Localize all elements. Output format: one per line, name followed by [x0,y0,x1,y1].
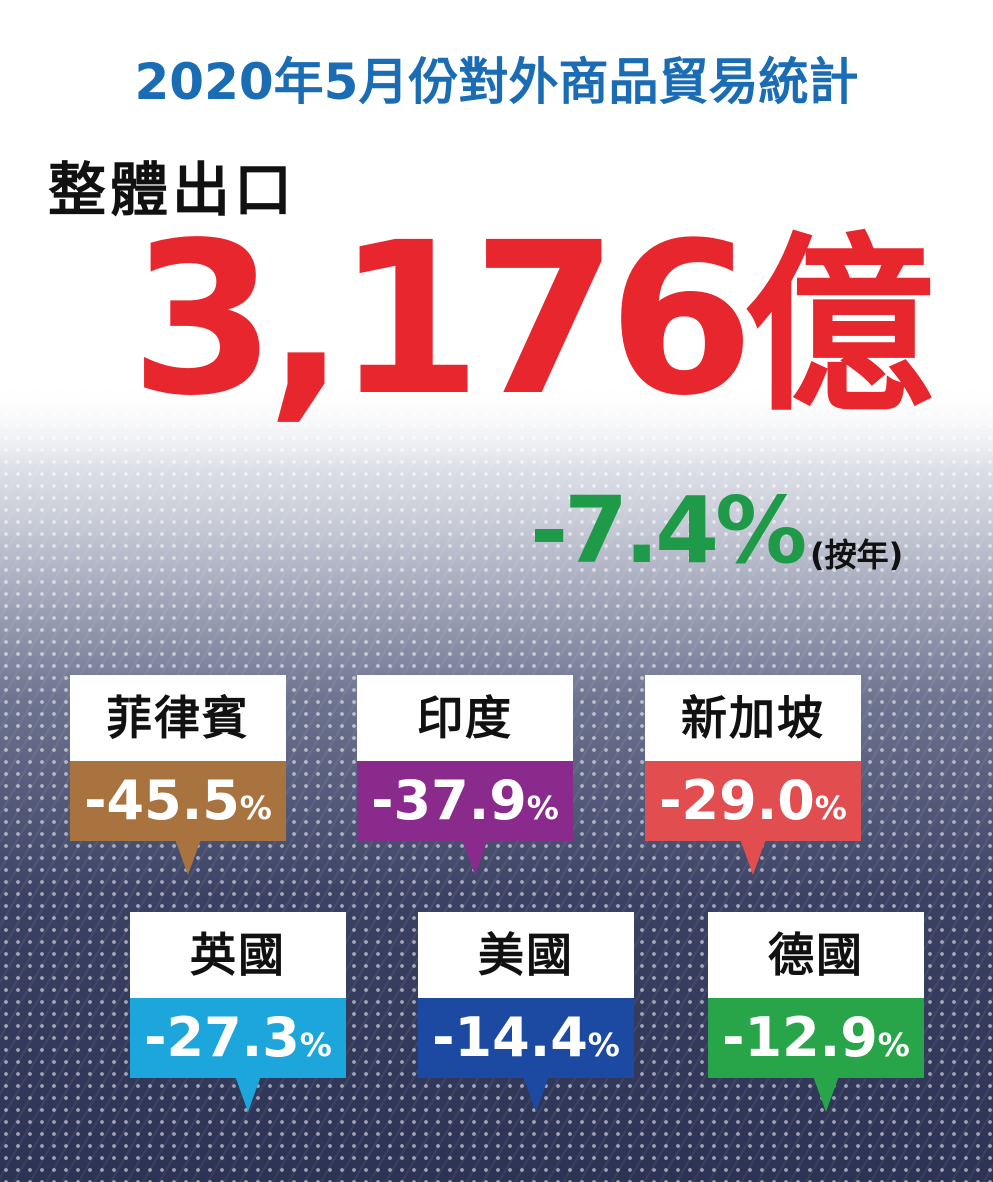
change-unit: % [587,1026,620,1064]
pointer [740,839,766,875]
change-unit: % [239,789,272,827]
change-value: -29.0 [659,769,815,832]
change-value: -45.5 [84,769,240,832]
country-name: 新加坡 [645,675,861,761]
headline: 3,176億 [130,215,934,425]
change-box: -27.3% [130,998,346,1078]
change-value: -27.3 [144,1006,300,1069]
country-name: 菲律賓 [70,675,286,761]
change-note: (按年) [810,536,904,574]
pointer [175,839,201,875]
change-unit: % [299,1026,332,1064]
country-card: 菲律賓 -45.5% [70,675,286,875]
subtitle: 整體出口 [48,156,297,224]
pointer [462,839,488,875]
country-card: 英國 -27.3% [130,912,346,1112]
change-box: -37.9% [357,761,573,841]
pointer [523,1076,549,1112]
headline-unit: 億 [744,216,935,437]
country-card: 印度 -37.9% [357,675,573,875]
pointer [813,1076,839,1112]
change-box: -29.0% [645,761,861,841]
change-unit: % [877,1026,910,1064]
country-name: 美國 [418,912,634,998]
country-name: 印度 [357,675,573,761]
change-box: -14.4% [418,998,634,1078]
title: 2020年5月份對外商品貿易統計 [134,53,859,111]
change: -7.4% [530,477,807,584]
background-fade [0,0,993,470]
country-name: 英國 [130,912,346,998]
change-box: -45.5% [70,761,286,841]
country-card: 德國 -12.9% [708,912,924,1112]
country-card: 新加坡 -29.0% [645,675,861,875]
change-value: -14.4 [432,1006,588,1069]
change-unit: % [526,789,559,827]
pointer [235,1076,261,1112]
country-name: 德國 [708,912,924,998]
change-value: -37.9 [371,769,527,832]
change-unit: % [814,789,847,827]
change-box: -12.9% [708,998,924,1078]
headline-value: 3,176 [130,197,754,442]
country-card: 美國 -14.4% [418,912,634,1112]
change-value: -12.9 [722,1006,878,1069]
